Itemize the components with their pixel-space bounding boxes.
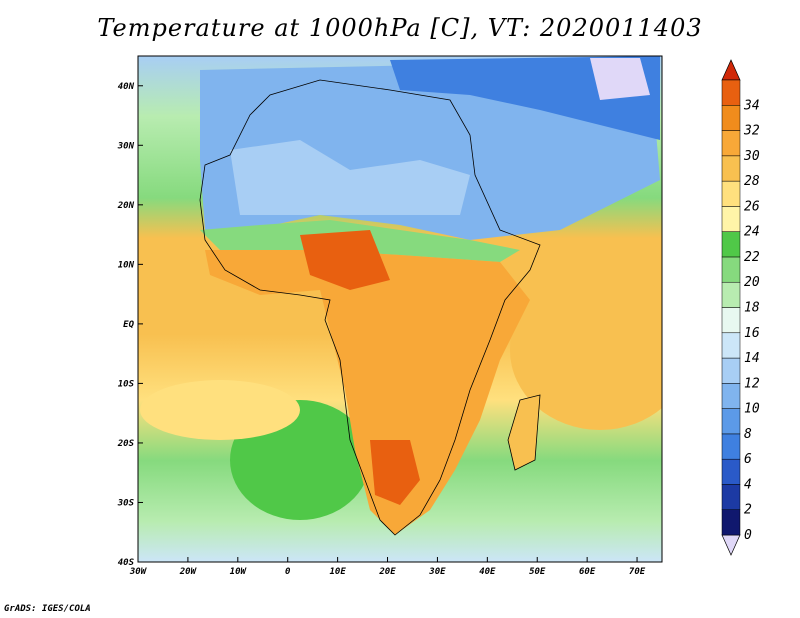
colorbar-top-arrow [721, 59, 741, 81]
colorbar-label: 4 [744, 477, 752, 492]
grads-credit: GrADS: IGES/COLA [4, 604, 91, 614]
lon-tick-label: 0 [285, 567, 291, 577]
colorbar-label: 34 [743, 98, 760, 113]
hot-spot-nigeria [300, 230, 390, 290]
colorbar-label: 22 [744, 250, 760, 265]
colorbar-swatch [721, 206, 741, 232]
colorbar-swatch [721, 408, 741, 435]
colorbar-swatch [721, 180, 741, 207]
colorbar-label: 30 [743, 149, 760, 164]
colorbar-swatch [721, 105, 741, 131]
lat-tick-label: 10S [118, 379, 135, 389]
colorbar-label: 10 [744, 402, 760, 417]
south-atlantic-mild-band [140, 380, 300, 440]
indian-ocean-warm [510, 270, 662, 430]
lat-tick-label: 20N [117, 201, 135, 211]
colorbar-label: 28 [744, 174, 760, 189]
lon-tick-label: 70E [629, 567, 646, 577]
colorbar-swatch [721, 281, 741, 308]
colorbar-bottom-arrow [721, 534, 741, 556]
colorbar-swatch [721, 155, 741, 182]
coastlines [199, 79, 541, 536]
lon-tick-label: 10W [230, 567, 248, 577]
lat-tick-label: 20S [117, 439, 135, 449]
map-frame [137, 55, 663, 563]
colorbar-swatch [721, 383, 741, 409]
colorbar-swatch [721, 433, 741, 460]
colorbar-swatch [721, 509, 741, 536]
colorbar-label: 18 [744, 301, 760, 316]
colorbar-label: 20 [744, 275, 760, 290]
lon-tick-label: 50E [529, 567, 546, 577]
colorbar-swatch [721, 307, 741, 334]
colorbar-swatch [721, 256, 741, 283]
lat-tick-label: EQ [123, 320, 134, 330]
colorbar-swatch [721, 458, 741, 485]
hot-spot-kalahari [370, 440, 420, 505]
colorbar-label: 26 [744, 199, 760, 214]
colorbar-swatch [721, 332, 741, 359]
lon-tick-label: 60E [579, 567, 596, 577]
lon-tick-label: 30W [129, 567, 148, 577]
colorbar-swatch [721, 79, 741, 106]
colorbar-swatch [721, 357, 741, 384]
lat-tick-label: 40N [118, 82, 135, 92]
sahara-band [230, 140, 470, 215]
colorbar-label: 0 [744, 528, 752, 543]
lon-tick-label: 20E [378, 567, 396, 577]
colorbar-label: 16 [744, 326, 760, 341]
colorbar-swatch [721, 130, 741, 157]
temperature-field [138, 56, 662, 562]
lat-tick-label: 30N [117, 141, 135, 151]
lat-tick-label: 10N [118, 260, 135, 270]
lon-tick-label: 30E [428, 567, 446, 577]
lon-tick-label: 10E [329, 567, 346, 577]
colorbar-label: 12 [744, 376, 760, 391]
map-title: Temperature at 1000hPa [C], VT: 20200114… [97, 14, 703, 42]
lat-tick-label: 40S [118, 558, 135, 568]
colorbar-label: 8 [744, 427, 752, 442]
mediterranean-cold-area [390, 56, 660, 140]
lon-tick-label: 20W [179, 567, 198, 577]
lon-tick-label: 40E [479, 567, 496, 577]
central-africa-warm-land [205, 250, 530, 535]
very-cold-patch [590, 58, 650, 100]
colorbar-label: 24 [744, 225, 760, 240]
colorbar-label: 14 [744, 351, 760, 366]
colorbar-label: 2 [744, 503, 752, 518]
lat-axis: 40N 30N 20N 10N EQ 10S 20S 30S 40S [117, 82, 143, 568]
colorbar-swatch [721, 231, 741, 258]
lon-axis: 30W 20W 10W 0 10E 20E 30E 40E 50E 60E 70E [129, 557, 646, 577]
colorbar-swatch [721, 484, 741, 510]
lat-tick-label: 30S [117, 498, 135, 508]
colorbar-label: 32 [743, 124, 760, 139]
colorbar-label: 6 [744, 452, 752, 467]
